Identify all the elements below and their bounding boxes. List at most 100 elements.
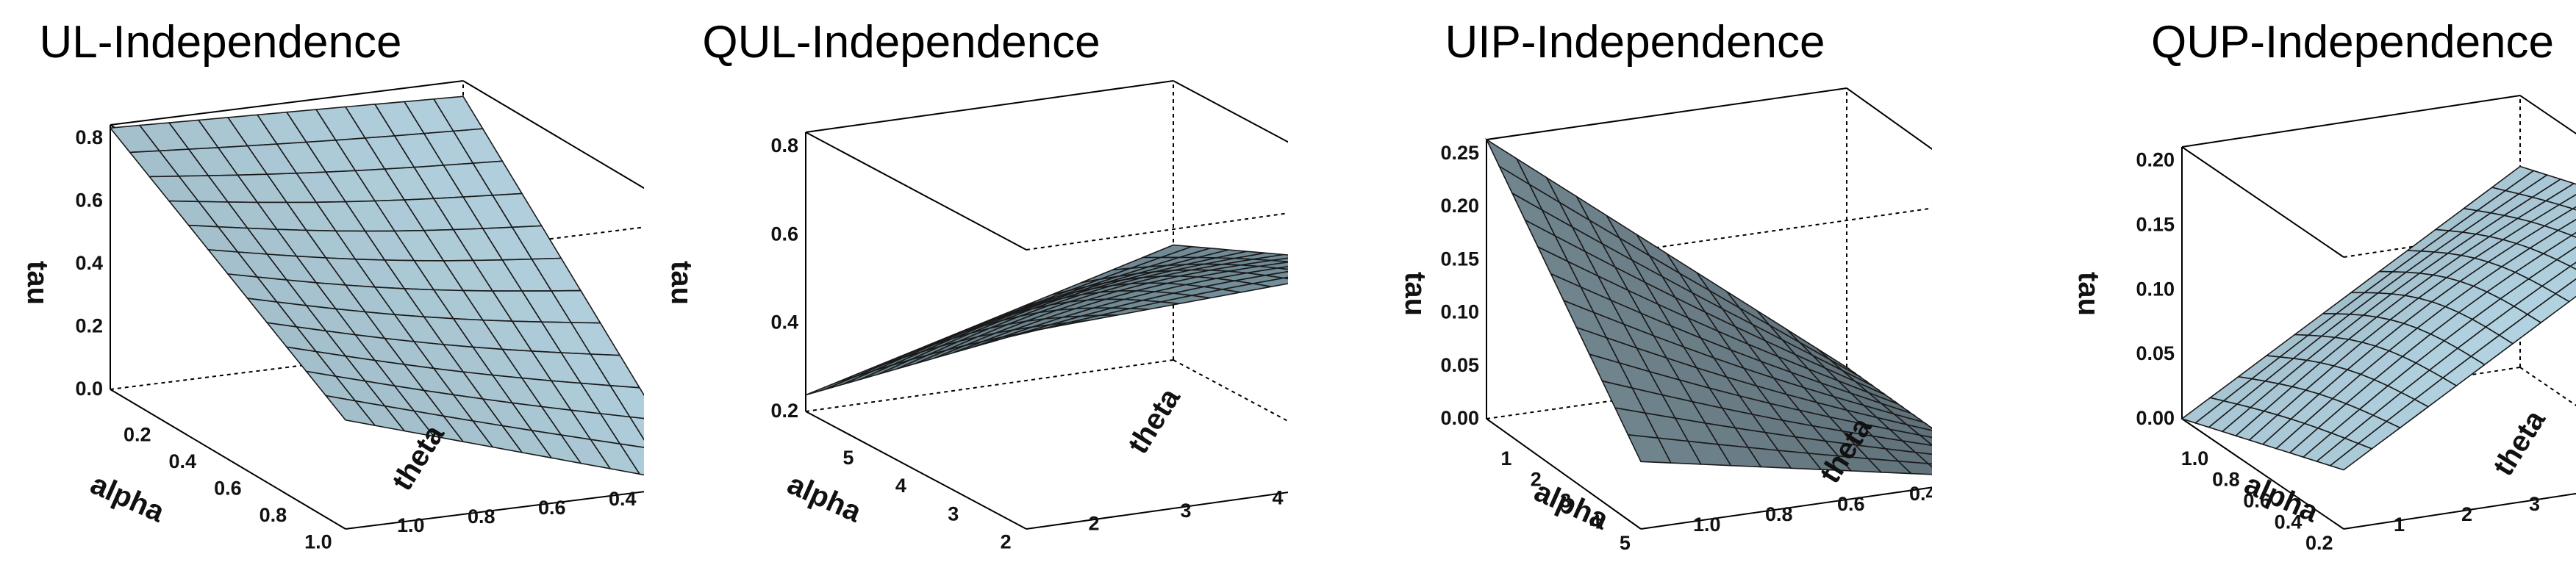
y-tick-label: 3 — [2529, 493, 2540, 515]
z-tick-label: 0.4 — [75, 252, 103, 274]
box-edge — [345, 491, 644, 530]
y-tick-label: 0.6 — [1837, 493, 1865, 515]
chart-title: UIP-Independence — [1445, 17, 1825, 68]
x-tick-label: 1 — [1500, 447, 1511, 469]
surface-facet — [1007, 325, 1057, 338]
x-tick-label: 0.4 — [169, 450, 197, 472]
box-edge — [2519, 95, 2576, 135]
z-tick-label: 0.05 — [2136, 342, 2175, 364]
box-edge — [1486, 87, 1847, 140]
chart-ul-independence: UL-Independence 0.0 0.2 0.4 0.6 0.8 0.2 0.4 0.6… — [0, 0, 644, 587]
box-edge — [2181, 418, 2344, 530]
x-tick-label: 0.6 — [2243, 490, 2271, 512]
y-tick-label: 0.4 — [1909, 483, 1932, 505]
chart-title: QUL-Independence — [702, 17, 1100, 68]
box-edge — [110, 389, 346, 530]
y-tick-label: 4 — [1273, 486, 1284, 508]
z-axis-label: tau — [2072, 272, 2105, 316]
surface-plot-qul: QUL-Independence 0.20.40.60.854322345 al… — [665, 17, 1288, 552]
z-axis-label: tau — [665, 261, 698, 305]
box-edge — [110, 80, 464, 126]
z-axis-label: tau — [1399, 272, 1431, 316]
z-tick-label: 0.15 — [1440, 248, 1479, 270]
surface-facet — [2569, 262, 2576, 270]
surface-plot-uip: UIP-Independence 0.00 0.05 0.10 0.15 0.20 0.2… — [1399, 17, 1932, 554]
chart-qup-independence: QUP-Independence 0.00 0.05 0.10 0.15 0.20 1.0… — [1932, 0, 2576, 587]
y-tick-label: 0.8 — [1765, 503, 1793, 525]
surface-plot-qup: QUP-Independence 0.00 0.05 0.10 0.15 0.20 1.0… — [2072, 17, 2576, 554]
z-tick-label: 0.00 — [1440, 407, 1479, 429]
x-tick-label: 0.8 — [2212, 469, 2240, 491]
box-edge — [1640, 486, 1932, 530]
z-tick-label: 0.15 — [2136, 213, 2175, 235]
z-tick-label: 0.20 — [1440, 195, 1479, 217]
x-tick-label: 0.6 — [214, 478, 242, 500]
box-edge — [1846, 87, 1932, 151]
chart-qul-independence: QUL-Independence 0.20.40.60.854322345 al… — [644, 0, 1288, 587]
box-edge — [462, 80, 644, 190]
z-tick-label: 0.05 — [1440, 354, 1479, 376]
z-axis-label: tau — [21, 261, 54, 305]
x-tick-label: 1.0 — [304, 531, 332, 553]
box-edge — [2181, 146, 2344, 258]
box-edge — [805, 80, 1174, 133]
z-tick-label: 0.8 — [770, 134, 798, 156]
x-tick-label: 4 — [1590, 511, 1601, 533]
box-edge-hidden — [1173, 359, 1288, 422]
box-edge — [2181, 95, 2521, 148]
z-tick-label: 0.25 — [1440, 142, 1479, 164]
y-tick-label: 1.0 — [397, 514, 425, 536]
y-axis-label: theta — [1122, 382, 1187, 459]
box-edge — [1486, 418, 1642, 530]
z-tick-label: 0.20 — [2136, 149, 2175, 171]
z-tick-label: 0.0 — [75, 378, 103, 400]
chart-title: QUP-Independence — [2151, 17, 2554, 68]
x-tick-label: 1.0 — [2181, 447, 2209, 469]
y-tick-label: 1.0 — [1693, 514, 1721, 536]
y-tick-label: 0.4 — [609, 488, 637, 510]
x-tick-label: 3 — [1560, 490, 1571, 512]
box-edge-hidden — [805, 359, 1174, 412]
x-tick-label: 5 — [1620, 532, 1631, 554]
x-tick-label: 3 — [948, 503, 959, 525]
x-tick-label: 4 — [895, 475, 906, 497]
z-tick-label: 0.8 — [75, 126, 103, 148]
x-tick-label: 2 — [1531, 469, 1542, 491]
surface-plot-ul: UL-Independence 0.0 0.2 0.4 0.6 0.8 0.2 0.4 0.6… — [21, 17, 644, 553]
x-axis-label: alpha — [783, 468, 867, 529]
y-tick-label: 3 — [1181, 500, 1192, 522]
chart-uip-independence: UIP-Independence 0.00 0.05 0.10 0.15 0.20 0.2… — [1288, 0, 1932, 587]
x-axis-label: alpha — [1530, 475, 1614, 536]
box-edge — [2343, 492, 2576, 530]
z-tick-label: 0.10 — [2136, 278, 2175, 300]
box-edge-hidden — [1026, 212, 1288, 251]
box-edge — [1026, 491, 1288, 530]
x-tick-label: 0.4 — [2275, 511, 2303, 533]
box-edge — [805, 411, 1027, 530]
surface-facet — [2570, 231, 2576, 238]
box-edge — [1173, 80, 1288, 143]
z-tick-label: 0.6 — [770, 223, 798, 245]
z-tick-label: 0.2 — [770, 400, 798, 422]
x-tick-label: 5 — [842, 447, 854, 469]
box-edge-hidden — [1640, 207, 1932, 251]
z-tick-label: 0.2 — [75, 315, 103, 337]
z-tick-label: 0.4 — [770, 311, 798, 334]
x-axis-label: alpha — [86, 468, 170, 529]
x-tick-label: 2 — [1001, 530, 1012, 552]
y-tick-label: 2 — [1089, 512, 1100, 534]
surface-facet — [1627, 433, 1672, 464]
surface-facet — [2329, 442, 2373, 471]
z-tick-label: 0.6 — [75, 190, 103, 212]
box-edge — [805, 132, 1027, 251]
surface-facet — [324, 395, 376, 427]
x-tick-label: 0.2 — [2305, 532, 2333, 554]
z-tick-label: 0.00 — [2136, 407, 2175, 429]
y-tick-label: 1 — [2394, 514, 2405, 536]
y-tick-label: 0.6 — [538, 497, 566, 519]
x-tick-label: 0.8 — [260, 504, 287, 526]
box-edge-hidden — [2519, 367, 2576, 407]
z-tick-label: 0.10 — [1440, 301, 1479, 323]
chart-title: UL-Independence — [40, 17, 402, 68]
x-tick-label: 0.2 — [124, 424, 151, 446]
